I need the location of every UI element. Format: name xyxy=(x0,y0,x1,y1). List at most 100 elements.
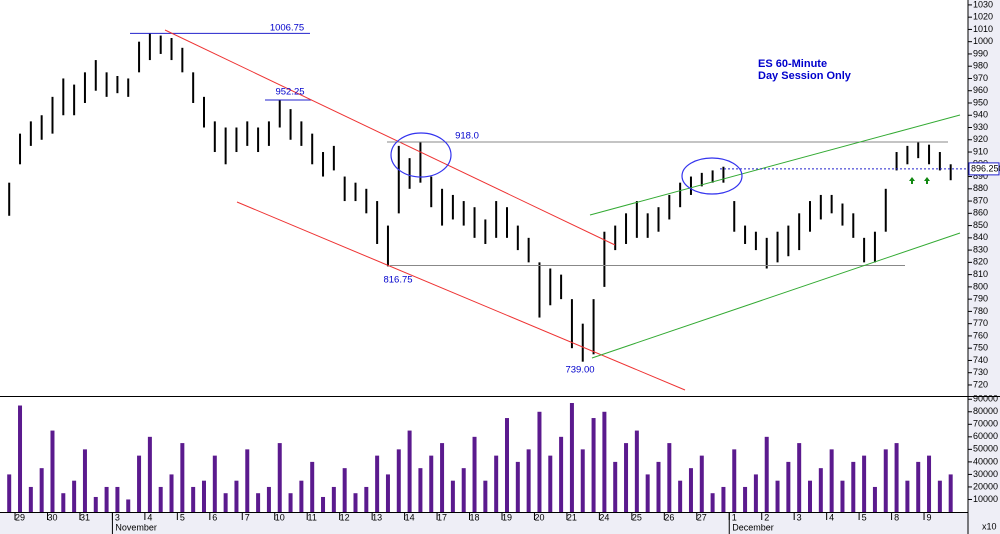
volume-bar xyxy=(126,499,131,512)
marks: 7207307407507607707807908008108208308408… xyxy=(7,0,998,534)
y-tick-label: 1020 xyxy=(973,12,993,22)
volume-bar xyxy=(624,443,629,512)
x-tick-label: 14 xyxy=(405,512,415,522)
volume-bar xyxy=(699,455,704,512)
volume-bar xyxy=(591,418,596,512)
volume-bar xyxy=(245,449,250,512)
y-tick-label: 940 xyxy=(973,110,988,120)
x-tick-label: 21 xyxy=(567,512,577,522)
volume-bar xyxy=(786,461,791,512)
x-tick-label: 24 xyxy=(599,512,609,522)
volume-bar xyxy=(775,480,780,512)
y-tick-label: 50000 xyxy=(973,444,998,454)
x-tick-label: 11 xyxy=(308,512,317,522)
last-price-box xyxy=(968,162,1000,176)
volume-bar xyxy=(883,449,888,512)
volume-bar xyxy=(180,443,185,512)
x-tick-label: 4 xyxy=(147,512,152,522)
volume-bar xyxy=(894,443,899,512)
volume-bar xyxy=(7,474,12,512)
y-tick-label: 960 xyxy=(973,85,988,95)
volume-bar xyxy=(688,468,693,512)
y-tick-label: 830 xyxy=(973,244,988,254)
volume-bar xyxy=(818,468,823,512)
x-tick-label: 9 xyxy=(927,512,932,522)
y-tick-label: 1000 xyxy=(973,36,993,46)
y-tick-label: 980 xyxy=(973,61,988,71)
x-tick-label: 2 xyxy=(764,512,769,522)
x-tick-label: 5 xyxy=(862,512,867,522)
x-tick-label: 5 xyxy=(180,512,185,522)
volume-bar xyxy=(656,461,661,512)
y-tick-label: 40000 xyxy=(973,456,998,466)
y-tick-label: 840 xyxy=(973,232,988,242)
volume-bar xyxy=(764,436,769,512)
volume-bar xyxy=(872,486,877,512)
volume-bar xyxy=(732,449,737,512)
y-tick-label: 20000 xyxy=(973,481,998,491)
y-tick-label: 750 xyxy=(973,343,988,353)
volume-bar xyxy=(862,455,867,512)
y-tick-label: 770 xyxy=(973,318,988,328)
up-arrows xyxy=(909,177,930,184)
volume-bar xyxy=(223,493,228,512)
volume-bar xyxy=(364,486,369,512)
volume-bar xyxy=(667,443,672,512)
volume-bar xyxy=(28,486,33,512)
volume-bar xyxy=(559,436,564,512)
annotation: 739.00 xyxy=(565,365,594,376)
volume-bar xyxy=(310,461,315,512)
x-tick-label: 3 xyxy=(797,512,802,522)
volume-bar xyxy=(948,474,953,512)
annotations: 1006.75 952.25 918.0 816.75 739.00 ES 60… xyxy=(130,23,961,391)
x-tick-label: 25 xyxy=(632,512,642,522)
volume-bar xyxy=(104,486,109,512)
volume-bar xyxy=(342,468,347,512)
x-tick-label: 26 xyxy=(664,512,674,522)
y-tick-label: 910 xyxy=(973,146,988,156)
volume-bar xyxy=(851,461,856,512)
y-tick-label: 90000 xyxy=(973,394,998,404)
month-label: November xyxy=(115,522,157,532)
volume-bar xyxy=(299,480,304,512)
y-tick-label: 30000 xyxy=(973,469,998,479)
x-tick-label: 19 xyxy=(502,512,512,522)
volume-bar xyxy=(375,455,380,512)
volume-bar xyxy=(321,496,326,512)
y-tick-label: 810 xyxy=(973,269,988,279)
volume-bar xyxy=(548,455,553,512)
x-tick-label: 30 xyxy=(47,512,57,522)
volume-bar xyxy=(385,474,390,512)
y-tick-label: 930 xyxy=(973,122,988,132)
chart-subtitle: Day Session Only xyxy=(758,70,852,82)
volume-bar xyxy=(288,493,293,512)
y-tick-label: 800 xyxy=(973,281,988,291)
highlight-ellipse xyxy=(390,132,452,178)
annotation: 918.0 xyxy=(455,131,479,142)
volume-bar xyxy=(461,468,466,512)
y-tick-label: 970 xyxy=(973,73,988,83)
volume-bar xyxy=(93,496,98,512)
volume-bar xyxy=(277,443,282,512)
volume-bar xyxy=(808,480,813,512)
volume-bar xyxy=(721,486,726,512)
annotation: 816.75 xyxy=(383,275,412,286)
volume-bar xyxy=(569,403,574,512)
volume-bar xyxy=(234,480,239,512)
volume-bar xyxy=(50,430,55,512)
y-tick-label: 780 xyxy=(973,306,988,316)
chart-title: ES 60-Minute xyxy=(758,58,827,70)
volume-bar xyxy=(602,411,607,512)
volume-bar xyxy=(927,455,932,512)
x-tick-label: 18 xyxy=(470,512,480,522)
volume-bar xyxy=(266,486,271,512)
axis-strip xyxy=(968,0,1000,534)
annotation: 952.25 xyxy=(275,87,304,98)
y-tick-label: 790 xyxy=(973,294,988,304)
y-tick-label: 870 xyxy=(973,195,988,205)
x-tick-label: 12 xyxy=(340,512,350,522)
x-tick-label: 13 xyxy=(372,512,382,522)
volume-bar xyxy=(61,493,66,512)
volume-bar xyxy=(201,480,206,512)
y-tick-label: 80000 xyxy=(973,406,998,416)
